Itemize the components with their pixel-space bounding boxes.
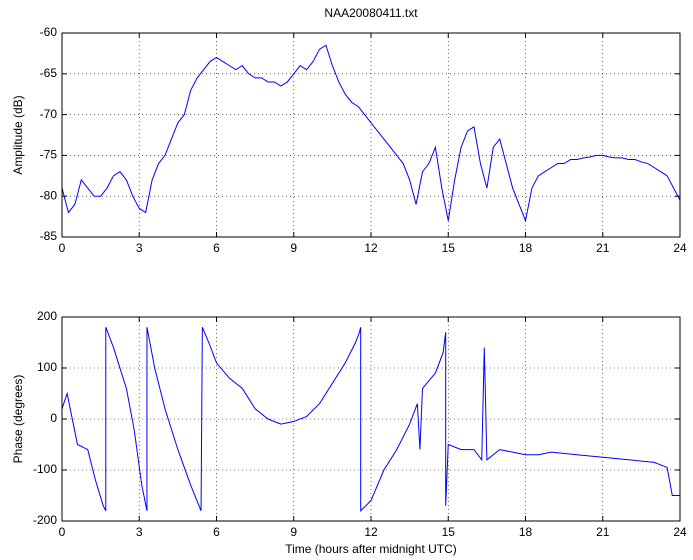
data-line (61, 44, 681, 223)
y-axis-label: Phase (degrees) (11, 375, 25, 464)
x-tick-label: 18 (519, 241, 533, 255)
y-tick-label: -80 (40, 188, 58, 202)
y-tick-label: -60 (40, 25, 58, 39)
x-tick-label: 0 (59, 525, 66, 539)
y-tick-label: -70 (40, 107, 58, 121)
data-line (61, 327, 681, 512)
y-tick-label: -75 (40, 148, 58, 162)
y-tick-label: 0 (50, 411, 57, 425)
x-tick-label: 18 (519, 525, 533, 539)
y-tick-label: 200 (37, 309, 57, 323)
y-axis-label: Amplitude (dB) (11, 95, 25, 174)
y-tick-label: -100 (33, 462, 57, 476)
x-tick-label: 3 (136, 241, 143, 255)
x-tick-label: 6 (213, 241, 220, 255)
x-tick-label: 9 (290, 241, 297, 255)
y-tick-label: -85 (40, 229, 58, 243)
x-tick-label: 21 (596, 525, 610, 539)
x-tick-label: 12 (364, 525, 378, 539)
x-tick-label: 15 (442, 525, 456, 539)
x-tick-label: 24 (673, 525, 687, 539)
y-tick-label: -200 (33, 513, 57, 527)
x-tick-label: 12 (364, 241, 378, 255)
x-tick-label: 24 (673, 241, 687, 255)
axes-frame (61, 316, 681, 522)
x-tick-label: 15 (442, 241, 456, 255)
y-tick-label: -65 (40, 66, 58, 80)
x-axis-label: Time (hours after midnight UTC) (285, 542, 457, 556)
x-tick-label: 9 (290, 525, 297, 539)
chart-title: NAA20080411.txt (324, 6, 418, 20)
axes-background (62, 33, 680, 237)
x-tick-label: 3 (136, 525, 143, 539)
x-tick-label: 6 (213, 525, 220, 539)
y-tick-label: 100 (37, 360, 57, 374)
axes-frame (61, 32, 681, 238)
x-tick-label: 0 (59, 241, 66, 255)
x-tick-label: 21 (596, 241, 610, 255)
